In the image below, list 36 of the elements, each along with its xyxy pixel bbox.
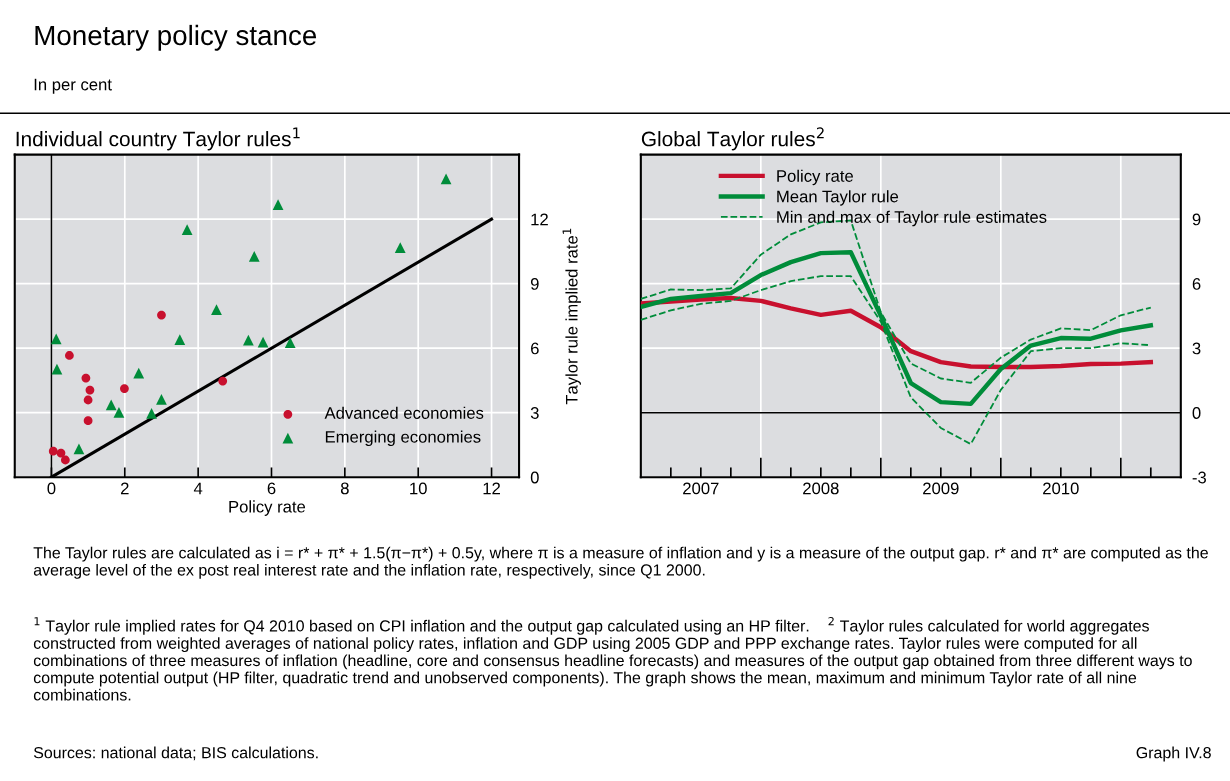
x-tick-label: 2010 bbox=[1043, 482, 1079, 495]
x-tick-label: 2 bbox=[120, 482, 129, 495]
x-tick-label: 0 bbox=[47, 482, 56, 495]
chart-title: Global Taylor rules$^{2}$ bbox=[641, 127, 824, 151]
x-tick-label: 12 bbox=[483, 482, 500, 495]
chart-title: Individual country Taylor rules$^{1}$ bbox=[16, 127, 300, 151]
x-tick-label: 2009 bbox=[923, 482, 959, 495]
x-tick-label: 8 bbox=[340, 482, 349, 495]
x-tick-label: 2008 bbox=[803, 482, 839, 495]
legend-label: Advanced economies bbox=[324, 406, 484, 419]
y-tick-label: 0 bbox=[1192, 407, 1201, 419]
y-tick-label: 6 bbox=[531, 342, 539, 355]
legend-label: Mean Taylor rule bbox=[777, 190, 899, 206]
y-tick-label: 6 bbox=[1192, 278, 1201, 290]
x-axis-title: Policy rate bbox=[229, 500, 306, 516]
y-axis-title: Taylor rule implied rate$^{1}$ bbox=[562, 228, 581, 405]
y-tick-label: 3 bbox=[1192, 342, 1201, 355]
legend-label: Emerging economies bbox=[325, 430, 481, 447]
legend-label: Policy rate bbox=[777, 169, 853, 186]
text: In per cent bbox=[34, 78, 112, 94]
text: The Taylor rules are calculated as i = r* + π* + 1.5(π−π*) + 0.5y, where π is a measure of inflation and y is a measure of the output gap. r* and π* are computed as the average level of the ex post real interest rate and the inflation rate, respectively, since Q1 2000. bbox=[33, 546, 1208, 579]
text: Monetary policy stance bbox=[35, 24, 317, 51]
y-tick-label: 0 bbox=[530, 471, 539, 484]
text: $^{1}$ Taylor rule implied rates for Q4 2010 based on CPI inflation and the output gap calculated using an HP filter. $^{2}$ Taylor rules calculated for world aggregates constructed from weighted averages of national policy rates, inflation and GDP using 2005 GDP and PPP exchange rates. Taylor rules were computed for all combinations of three measures of inflation (headline, core and consensus headline forecasts) and measures of the output gap obtained from three different ways to compute potential output (HP filter, quadratic trend and unobserved components). The graph shows the mean, maximum and minimum Taylor rate of all nine combinations. bbox=[33, 616, 1192, 701]
y-tick-label: 3 bbox=[530, 407, 539, 419]
x-tick-label: 10 bbox=[410, 482, 427, 495]
x-tick-label: 6 bbox=[267, 482, 276, 495]
y-tick-label: 9 bbox=[1192, 213, 1201, 226]
source-note: Sources: national data; BIS calculations. bbox=[33, 746, 318, 761]
y-tick-label: 12 bbox=[531, 213, 548, 226]
x-tick-label: 4 bbox=[193, 482, 203, 495]
legend-label: Min and max of Taylor rule estimates bbox=[777, 210, 1047, 227]
x-tick-label: 2007 bbox=[683, 482, 719, 495]
y-tick-label: -3 bbox=[1192, 471, 1206, 484]
y-tick-label: 9 bbox=[530, 278, 539, 290]
text: Graph IV.8 bbox=[1136, 746, 1211, 762]
